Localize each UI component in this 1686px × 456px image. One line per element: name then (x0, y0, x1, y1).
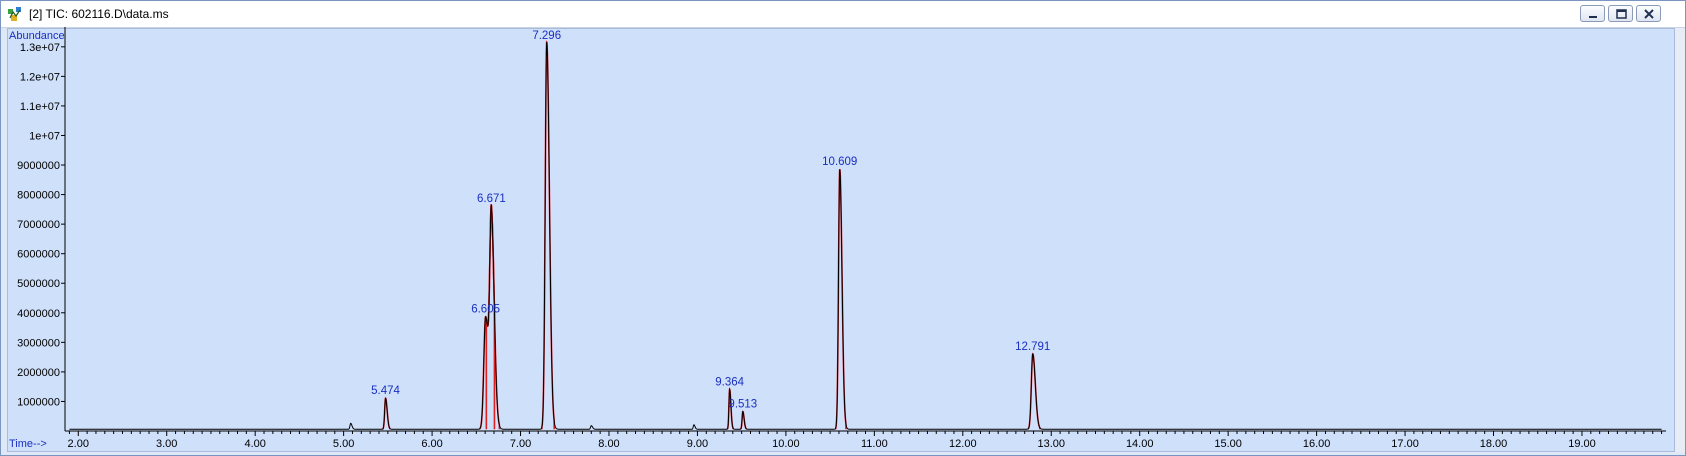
x-tick-label: 11.00 (861, 438, 888, 450)
x-tick-label: 19.00 (1568, 438, 1596, 450)
y-tick-label: 5000000 (17, 278, 60, 290)
y-tick-label: 4000000 (17, 308, 60, 320)
x-tick-label: 6.00 (421, 438, 442, 450)
peak-label: 6.671 (477, 193, 506, 205)
title-bar[interactable]: [2] TIC: 602116.D\data.ms (1, 1, 1685, 28)
tic-trace (69, 41, 1662, 430)
y-axis-title: Abundance (9, 30, 65, 42)
x-tick-label: 15.00 (1214, 438, 1242, 450)
x-tick-label: 5.00 (333, 438, 354, 450)
y-tick-label: 3000000 (17, 337, 60, 349)
x-tick-label: 10.00 (772, 438, 800, 450)
minimize-icon (1589, 16, 1597, 18)
y-tick-label: 7000000 (17, 219, 60, 231)
x-tick-label: 7.00 (510, 438, 531, 450)
y-tick-label: 6000000 (17, 249, 60, 261)
x-tick-label: 14.00 (1126, 438, 1154, 450)
peak-label: 9.513 (728, 398, 757, 410)
x-tick-label: 17.00 (1391, 438, 1419, 450)
y-tick-label: 1.1e+07 (20, 101, 60, 113)
peak-label: 7.296 (532, 30, 561, 42)
x-tick-label: 16.00 (1303, 438, 1331, 450)
y-tick-label: 9000000 (17, 160, 60, 172)
y-tick-label: 1.2e+07 (20, 71, 60, 83)
peak-label: 9.364 (715, 376, 744, 388)
y-tick-label: 8000000 (17, 190, 60, 202)
x-tick-label: 12.00 (949, 438, 977, 450)
y-tick-label: 1.3e+07 (20, 42, 60, 54)
peak-label: 12.791 (1015, 341, 1050, 353)
y-tick-label: 1e+07 (29, 130, 60, 142)
chromatogram-app-icon (8, 7, 21, 21)
peak-label: 5.474 (371, 385, 400, 397)
close-button[interactable] (1636, 5, 1661, 22)
y-tick-label: 1000000 (17, 396, 60, 408)
peak-label: 6.605 (471, 304, 500, 316)
x-tick-label: 8.00 (598, 438, 619, 450)
vertical-scrollbar[interactable] (1675, 28, 1685, 452)
x-tick-label: 2.00 (68, 438, 89, 450)
restore-icon (1616, 9, 1627, 19)
peak-label: 10.609 (822, 156, 857, 168)
close-icon (1644, 9, 1654, 19)
x-tick-label: 18.00 (1480, 438, 1508, 450)
minimize-button[interactable] (1580, 5, 1605, 22)
y-tick-label: 2000000 (17, 367, 60, 379)
x-tick-label: 9.00 (687, 438, 708, 450)
x-axis-title: Time--> (9, 438, 47, 450)
x-tick-label: 3.00 (156, 438, 177, 450)
x-tick-label: 4.00 (244, 438, 265, 450)
restore-button[interactable] (1608, 5, 1633, 22)
x-tick-label: 13.00 (1037, 438, 1065, 450)
window-title: [2] TIC: 602116.D\data.ms (29, 7, 169, 21)
